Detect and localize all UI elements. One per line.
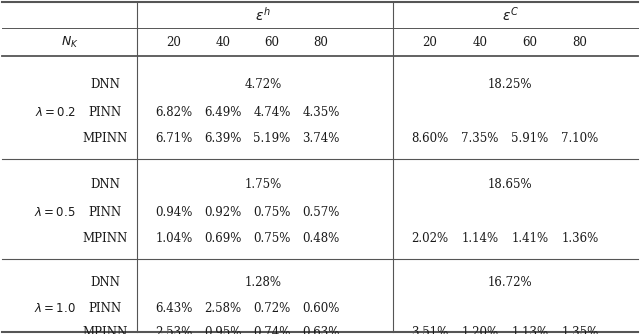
Text: PINN: PINN <box>88 106 122 119</box>
Text: 4.74%: 4.74% <box>253 106 291 119</box>
Text: $\lambda = 0.2$: $\lambda = 0.2$ <box>35 106 76 119</box>
Text: 80: 80 <box>573 35 588 48</box>
Text: 1.04%: 1.04% <box>156 232 193 245</box>
Text: 1.28%: 1.28% <box>244 277 282 290</box>
Text: 40: 40 <box>216 35 230 48</box>
Text: $N_K$: $N_K$ <box>61 34 78 49</box>
Text: 4.72%: 4.72% <box>244 78 282 92</box>
Text: MPINN: MPINN <box>83 232 127 245</box>
Text: 0.92%: 0.92% <box>204 205 242 218</box>
Text: 18.65%: 18.65% <box>488 178 532 191</box>
Text: MPINN: MPINN <box>83 133 127 146</box>
Text: PINN: PINN <box>88 205 122 218</box>
Text: 0.63%: 0.63% <box>302 327 340 334</box>
Text: 0.74%: 0.74% <box>253 327 291 334</box>
Text: 1.75%: 1.75% <box>244 178 282 191</box>
Text: 8.60%: 8.60% <box>412 133 449 146</box>
Text: 6.43%: 6.43% <box>156 302 193 315</box>
Text: $\lambda = 1.0$: $\lambda = 1.0$ <box>34 302 76 315</box>
Text: 7.35%: 7.35% <box>461 133 499 146</box>
Text: 0.94%: 0.94% <box>156 205 193 218</box>
Text: 1.35%: 1.35% <box>561 327 598 334</box>
Text: $\epsilon^h$: $\epsilon^h$ <box>255 6 271 24</box>
Text: 2.53%: 2.53% <box>156 327 193 334</box>
Text: $\epsilon^C$: $\epsilon^C$ <box>502 6 518 24</box>
Text: 1.20%: 1.20% <box>461 327 499 334</box>
Text: 6.39%: 6.39% <box>204 133 242 146</box>
Text: 0.72%: 0.72% <box>253 302 291 315</box>
Text: 6.71%: 6.71% <box>156 133 193 146</box>
Text: PINN: PINN <box>88 302 122 315</box>
Text: 60: 60 <box>264 35 280 48</box>
Text: 16.72%: 16.72% <box>488 277 532 290</box>
Text: $\lambda = 0.5$: $\lambda = 0.5$ <box>35 205 76 218</box>
Text: 80: 80 <box>314 35 328 48</box>
Text: 6.82%: 6.82% <box>156 106 193 119</box>
Text: 18.25%: 18.25% <box>488 78 532 92</box>
Text: 60: 60 <box>522 35 538 48</box>
Text: 20: 20 <box>422 35 437 48</box>
Text: 1.13%: 1.13% <box>511 327 548 334</box>
Text: MPINN: MPINN <box>83 327 127 334</box>
Text: 0.95%: 0.95% <box>204 327 242 334</box>
Text: DNN: DNN <box>90 78 120 92</box>
Text: 6.49%: 6.49% <box>204 106 242 119</box>
Text: 0.60%: 0.60% <box>302 302 340 315</box>
Text: 2.58%: 2.58% <box>204 302 241 315</box>
Text: 4.35%: 4.35% <box>302 106 340 119</box>
Text: 0.75%: 0.75% <box>253 232 291 245</box>
Text: DNN: DNN <box>90 277 120 290</box>
Text: 1.14%: 1.14% <box>461 232 499 245</box>
Text: 0.48%: 0.48% <box>302 232 340 245</box>
Text: 3.51%: 3.51% <box>412 327 449 334</box>
Text: 0.69%: 0.69% <box>204 232 242 245</box>
Text: 5.91%: 5.91% <box>511 133 548 146</box>
Text: 3.74%: 3.74% <box>302 133 340 146</box>
Text: 0.75%: 0.75% <box>253 205 291 218</box>
Text: 0.57%: 0.57% <box>302 205 340 218</box>
Text: DNN: DNN <box>90 178 120 191</box>
Text: 40: 40 <box>472 35 488 48</box>
Text: 1.41%: 1.41% <box>511 232 548 245</box>
Text: 7.10%: 7.10% <box>561 133 598 146</box>
Text: 20: 20 <box>166 35 181 48</box>
Text: 5.19%: 5.19% <box>253 133 291 146</box>
Text: 1.36%: 1.36% <box>561 232 598 245</box>
Text: 2.02%: 2.02% <box>412 232 449 245</box>
